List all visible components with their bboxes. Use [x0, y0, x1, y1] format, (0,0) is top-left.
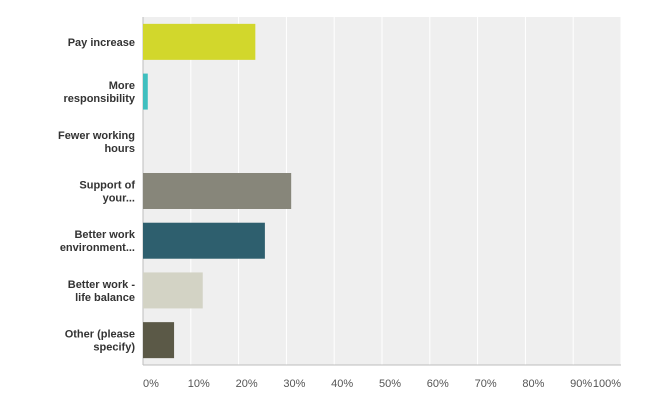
x-tick-label: 40%: [331, 378, 353, 390]
category-label: Better work -: [68, 279, 136, 291]
x-tick-label: 30%: [283, 378, 305, 390]
x-tick-label: 0%: [143, 378, 159, 390]
x-tick-label: 100%: [593, 378, 621, 390]
category-label: Support of: [79, 180, 135, 192]
category-label: life balance: [75, 292, 135, 304]
category-label: specify): [93, 342, 135, 354]
x-tick-label: 80%: [522, 378, 544, 390]
category-label: responsibility: [63, 93, 135, 105]
x-tick-label: 70%: [475, 378, 497, 390]
x-tick-label: 10%: [188, 378, 210, 390]
bar: [143, 173, 292, 209]
category-label: your...: [103, 193, 135, 205]
bar: [143, 222, 265, 259]
bar: [143, 322, 175, 359]
category-label: Better work: [74, 229, 135, 241]
x-tick-label: 50%: [379, 378, 401, 390]
bar: [143, 73, 148, 110]
x-tick-label: 20%: [236, 378, 258, 390]
category-label: Fewer working: [58, 130, 135, 142]
category-label: hours: [104, 143, 135, 155]
bar: [143, 272, 203, 309]
category-label: More: [109, 80, 135, 92]
x-tick-labels: 0% 10% 20% 30% 40% 50% 60% 70% 80% 90% 100%: [143, 378, 621, 390]
bar: [143, 23, 256, 60]
bars: [143, 23, 292, 359]
category-label: environment...: [60, 242, 135, 254]
x-tick-label: 60%: [427, 378, 449, 390]
category-label: Pay increase: [68, 37, 135, 49]
category-label: Other (please: [65, 329, 135, 341]
x-tick-label: 90%: [570, 378, 592, 390]
